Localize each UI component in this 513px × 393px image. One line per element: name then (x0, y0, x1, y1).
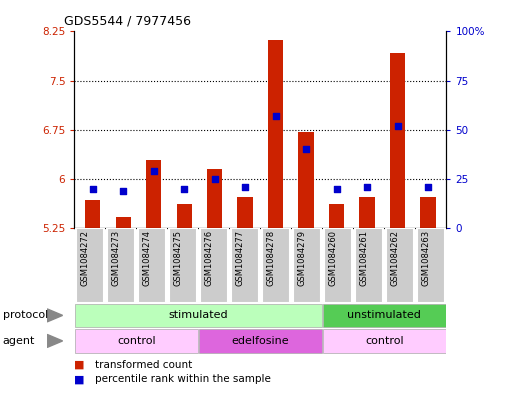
Text: stimulated: stimulated (169, 310, 228, 320)
Bar (115, 217, 131, 228)
Bar (176, 204, 192, 228)
Bar (323, 329, 446, 353)
Bar (85, 200, 101, 228)
Bar (323, 304, 446, 327)
Text: GSM1084275: GSM1084275 (174, 230, 183, 286)
Bar (329, 204, 344, 228)
Point (302, 146, 310, 152)
Bar (231, 228, 259, 303)
Bar (75, 304, 322, 327)
Text: ■: ■ (74, 374, 85, 384)
Bar (138, 228, 166, 303)
Point (119, 187, 127, 194)
Text: GSM1084262: GSM1084262 (391, 230, 400, 286)
Point (89, 185, 97, 192)
Point (424, 184, 432, 190)
Bar (76, 228, 104, 303)
Bar (386, 228, 414, 303)
Text: GSM1084263: GSM1084263 (422, 230, 431, 286)
Bar (199, 329, 322, 353)
Text: agent: agent (3, 336, 35, 346)
Text: GSM1084278: GSM1084278 (267, 230, 276, 286)
Point (150, 168, 158, 174)
Text: GSM1084279: GSM1084279 (298, 230, 307, 286)
Text: GSM1084277: GSM1084277 (236, 230, 245, 286)
Text: ■: ■ (74, 360, 85, 370)
Bar (169, 228, 197, 303)
Text: unstimulated: unstimulated (347, 310, 421, 320)
Bar (355, 228, 383, 303)
Text: transformed count: transformed count (95, 360, 192, 370)
Point (210, 176, 219, 182)
Point (241, 184, 249, 190)
Bar (293, 228, 321, 303)
Text: GDS5544 / 7977456: GDS5544 / 7977456 (64, 15, 191, 28)
Text: GSM1084273: GSM1084273 (112, 230, 121, 286)
Polygon shape (47, 334, 63, 347)
Point (180, 185, 188, 192)
Text: GSM1084261: GSM1084261 (360, 230, 369, 286)
Bar (360, 196, 374, 228)
Bar (268, 40, 283, 228)
Point (332, 185, 341, 192)
Bar (200, 228, 228, 303)
Bar (262, 228, 290, 303)
Text: control: control (117, 336, 155, 346)
Point (271, 113, 280, 119)
Bar (238, 196, 253, 228)
Bar (75, 329, 198, 353)
Bar (417, 228, 445, 303)
Bar (146, 160, 161, 228)
Point (393, 123, 402, 129)
Text: percentile rank within the sample: percentile rank within the sample (95, 374, 271, 384)
Text: edelfosine: edelfosine (231, 336, 289, 346)
Polygon shape (47, 309, 63, 322)
Text: GSM1084272: GSM1084272 (81, 230, 90, 286)
Text: GSM1084260: GSM1084260 (329, 230, 338, 286)
Bar (207, 169, 222, 228)
Text: GSM1084276: GSM1084276 (205, 230, 214, 286)
Bar (107, 228, 135, 303)
Bar (390, 53, 405, 228)
Text: GSM1084274: GSM1084274 (143, 230, 152, 286)
Bar (299, 132, 313, 228)
Bar (324, 228, 352, 303)
Point (363, 184, 371, 190)
Text: control: control (365, 336, 404, 346)
Bar (420, 196, 436, 228)
Text: protocol: protocol (3, 310, 48, 320)
